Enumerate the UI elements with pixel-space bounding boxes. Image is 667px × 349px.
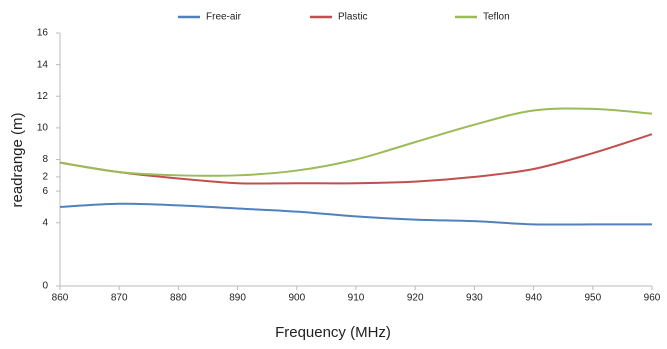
x-tick-label: 950 xyxy=(584,293,601,304)
x-tick-label: 960 xyxy=(644,293,661,304)
y-tick-label: 4 xyxy=(42,217,48,228)
y-tick-label: 10 xyxy=(37,123,49,134)
y-tick-label: 16 xyxy=(37,28,49,39)
y-axis-title: readrange (m) xyxy=(9,112,26,207)
series-line xyxy=(59,133,653,185)
legend-label: Teflon xyxy=(483,12,510,23)
y-tick-label: 2 xyxy=(42,172,48,183)
legend-label: Plastic xyxy=(338,12,367,23)
x-tick-label: 870 xyxy=(111,293,128,304)
x-tick-label: 860 xyxy=(52,293,69,304)
y-tick-label: 12 xyxy=(37,91,49,102)
y-tick-label: 6 xyxy=(42,186,48,197)
y-tick-label: 14 xyxy=(37,59,49,70)
y-tick-label: 8 xyxy=(42,154,48,165)
x-tick-label: 900 xyxy=(288,293,305,304)
x-tick-label: 890 xyxy=(229,293,246,304)
x-tick-label: 940 xyxy=(525,293,542,304)
legend-label: Free-air xyxy=(206,12,242,23)
x-tick-label: 930 xyxy=(466,293,483,304)
series-line xyxy=(59,107,653,177)
x-tick-label: 920 xyxy=(407,293,424,304)
x-axis-title: Frequency (MHz) xyxy=(275,324,391,341)
series-line xyxy=(59,202,652,226)
y-tick-label: 0 xyxy=(42,281,48,292)
x-tick-label: 880 xyxy=(170,293,187,304)
x-tick-label: 910 xyxy=(348,293,365,304)
